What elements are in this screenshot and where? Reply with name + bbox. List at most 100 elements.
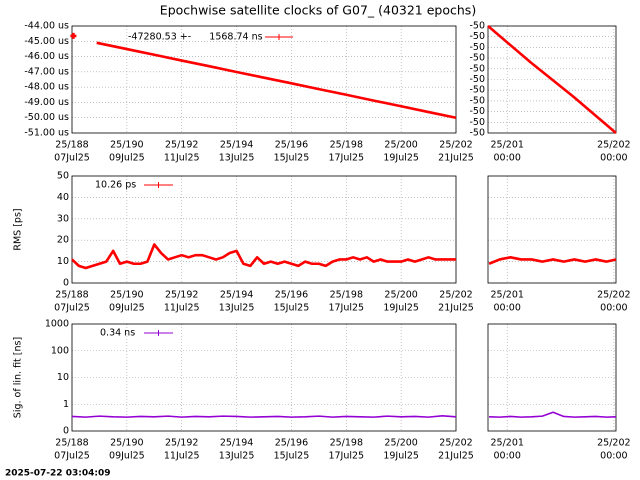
x-tick-label: 25/188: [55, 438, 88, 449]
x-tick-sublabel: 21Jul25: [438, 451, 474, 462]
y-tick-label: -50: [469, 42, 485, 53]
plot-border: [71, 175, 457, 284]
x-tick-label: 25/192: [165, 140, 198, 151]
x-tick-sublabel: 13Jul25: [219, 303, 255, 314]
legend-marker: [276, 34, 282, 40]
x-tick-label: 25/201: [490, 438, 523, 449]
x-tick-sublabel: 07Jul25: [54, 153, 90, 164]
y-tick-label: -47.00 us: [24, 66, 69, 77]
y-tick-label: -45.00 us: [24, 36, 69, 47]
x-tick-label: 25/200: [384, 140, 417, 151]
x-tick-sublabel: 15Jul25: [274, 153, 310, 164]
y-tick-label: 100: [51, 345, 69, 356]
x-tick-sublabel: 09Jul25: [109, 303, 145, 314]
x-tick-label: 25/190: [110, 140, 143, 151]
x-tick-label: 25/196: [275, 290, 308, 301]
y-tick-label: -50: [469, 74, 485, 85]
x-tick-sublabel: 09Jul25: [109, 153, 145, 164]
y-tick-label: 0: [63, 426, 69, 437]
x-tick-sublabel: 00:00: [600, 303, 627, 314]
x-tick-label: 25/198: [330, 140, 363, 151]
legend-marker: [155, 330, 162, 336]
x-tick-sublabel: 00:00: [494, 153, 521, 164]
x-tick-sublabel: 11Jul25: [164, 451, 200, 462]
legend-label: -47280.53 +- 1568.74 ns: [128, 32, 263, 43]
x-tick-label: 25/196: [275, 140, 308, 151]
x-tick-sublabel: 17Jul25: [328, 451, 364, 462]
y-tick-label: -48.00 us: [24, 82, 69, 93]
y-tick-label: -50: [469, 106, 485, 117]
data-line: [489, 411, 617, 418]
y-tick-label: -44.00 us: [24, 21, 69, 32]
x-tick-label: 25/202: [439, 290, 472, 301]
y-tick-label: -50: [469, 53, 485, 64]
plot-border: [487, 175, 617, 284]
x-tick-sublabel: 09Jul25: [109, 451, 145, 462]
x-tick-label: 25/198: [330, 438, 363, 449]
x-tick-sublabel: 00:00: [600, 451, 627, 462]
y-axis-label: Sig. of lin. fit [ns]: [13, 337, 24, 418]
y-tick-label: 20: [57, 235, 69, 246]
legend-marker: [155, 182, 162, 188]
y-tick-label: -50: [469, 21, 485, 32]
x-tick-label: 25/192: [165, 438, 198, 449]
y-tick-label: -50: [469, 117, 485, 128]
x-tick-label: 25/200: [384, 438, 417, 449]
x-tick-sublabel: 07Jul25: [54, 451, 90, 462]
y-tick-label: 50: [57, 171, 69, 182]
x-tick-sublabel: 07Jul25: [54, 303, 90, 314]
plot-border: [487, 323, 617, 432]
x-tick-sublabel: 13Jul25: [219, 451, 255, 462]
x-tick-sublabel: 11Jul25: [164, 303, 200, 314]
timestamp: 2025-07-22 03:04:09: [5, 469, 110, 479]
x-tick-sublabel: 17Jul25: [328, 303, 364, 314]
x-tick-label: 25/200: [384, 290, 417, 301]
data-line: [487, 25, 617, 134]
x-tick-label: 25/192: [165, 290, 198, 301]
x-tick-label: 25/188: [55, 290, 88, 301]
x-tick-sublabel: 15Jul25: [274, 451, 310, 462]
x-tick-sublabel: 00:00: [494, 451, 521, 462]
x-tick-sublabel: 21Jul25: [438, 153, 474, 164]
x-tick-sublabel: 00:00: [494, 303, 521, 314]
y-tick-label: 0: [63, 278, 69, 289]
legend-label: 10.26 ps: [95, 180, 136, 191]
y-axis-label: RMS [ps]: [13, 208, 24, 250]
x-tick-label: 25/196: [275, 438, 308, 449]
plot-border: [487, 25, 617, 134]
x-tick-label: 25/194: [220, 290, 253, 301]
y-tick-label: 1000: [45, 319, 69, 330]
x-tick-label: 25/202: [597, 140, 630, 151]
y-tick-label: 40: [57, 192, 69, 203]
x-tick-label: 25/202: [439, 140, 472, 151]
x-tick-label: 25/202: [597, 438, 630, 449]
x-tick-label: 25/201: [490, 290, 523, 301]
y-tick-label: -49.00 us: [24, 97, 69, 108]
x-tick-label: 25/190: [110, 438, 143, 449]
x-tick-label: 25/194: [220, 140, 253, 151]
data-line: [71, 243, 456, 270]
y-tick-label: 10: [57, 372, 69, 383]
data-line: [71, 415, 457, 418]
x-tick-sublabel: 17Jul25: [328, 153, 364, 164]
x-tick-sublabel: 21Jul25: [438, 303, 474, 314]
y-tick-label: 1: [63, 399, 69, 410]
plot-border: [71, 25, 457, 134]
data-line: [70, 32, 457, 119]
x-tick-label: 25/198: [330, 290, 363, 301]
y-tick-label: -50.00 us: [24, 112, 69, 123]
x-tick-label: 25/188: [55, 140, 88, 151]
y-tick-label: -46.00 us: [24, 51, 69, 62]
x-tick-sublabel: 19Jul25: [383, 303, 419, 314]
legend-label: 0.34 ns: [100, 328, 135, 339]
x-tick-sublabel: 00:00: [600, 153, 627, 164]
y-tick-label: -50: [469, 95, 485, 106]
x-tick-label: 25/202: [597, 290, 630, 301]
y-tick-label: -50: [469, 63, 485, 74]
x-tick-sublabel: 13Jul25: [219, 153, 255, 164]
y-tick-label: -50: [469, 85, 485, 96]
x-tick-sublabel: 19Jul25: [383, 451, 419, 462]
y-tick-label: -51.00 us: [24, 128, 69, 139]
data-line: [488, 256, 617, 265]
